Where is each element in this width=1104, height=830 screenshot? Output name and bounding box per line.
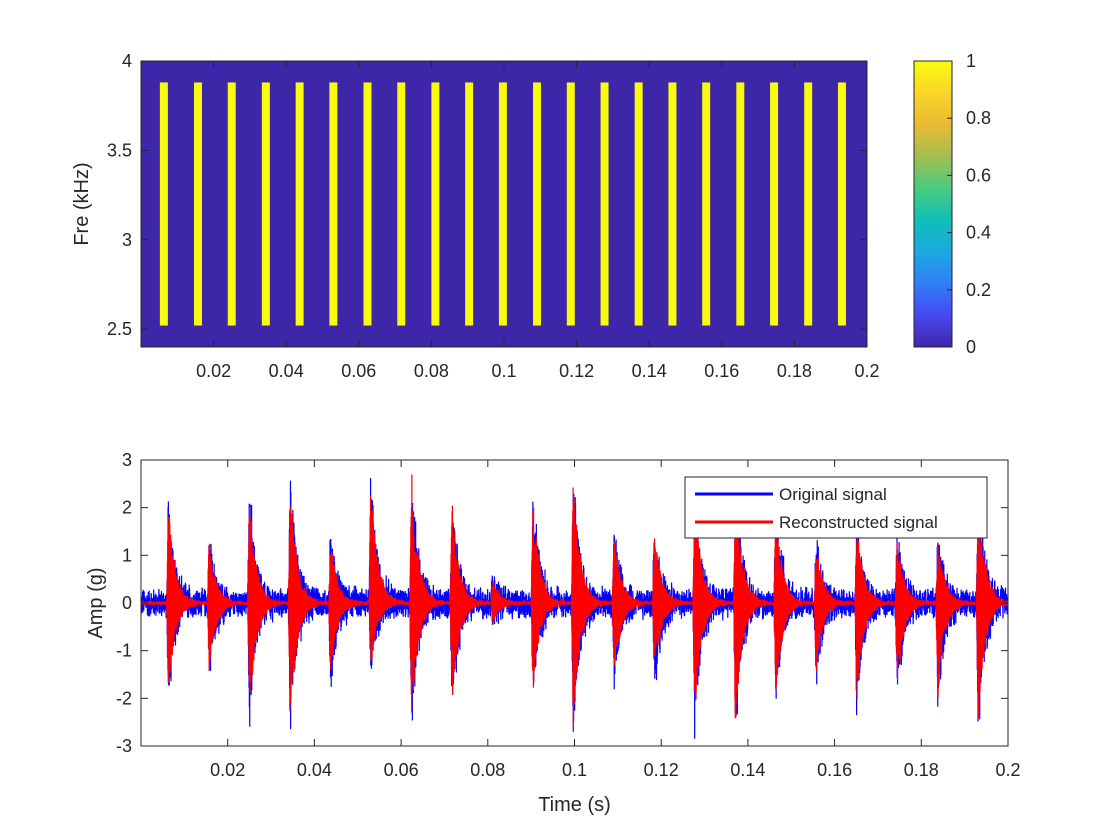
colorbar-tick-label: 0.4 — [966, 223, 991, 243]
heatmap-band — [227, 82, 236, 326]
y-tick-label: -2 — [116, 688, 132, 708]
x-tick-label: 0.14 — [730, 760, 765, 780]
x-tick-label: 0.06 — [341, 361, 376, 381]
x-tick-label: 0.04 — [269, 361, 304, 381]
y-tick-label: 4 — [122, 51, 132, 71]
legend: Original signal Reconstructed signal — [684, 476, 988, 539]
heatmap-band — [837, 82, 846, 326]
x-tick-label: 0.06 — [384, 760, 419, 780]
y-tick-label: 2 — [122, 498, 132, 518]
colorbar-gradient — [913, 60, 953, 348]
x-tick-label: 0.08 — [470, 760, 505, 780]
heatmap-band — [329, 82, 338, 326]
colorbar-tick-label: 0.6 — [966, 165, 991, 185]
x-tick-label: 0.12 — [559, 361, 594, 381]
y-tick-label: -1 — [116, 641, 132, 661]
y-tick-label: 0 — [122, 593, 132, 613]
y-tick-label: 3.5 — [107, 140, 132, 160]
x-tick-label: 0.04 — [297, 760, 332, 780]
heatmap-band — [634, 82, 643, 326]
heatmap-band — [804, 82, 813, 326]
x-tick-label: 0.18 — [777, 361, 812, 381]
heatmap-band — [465, 82, 474, 326]
x-tick-label: 0.16 — [817, 760, 852, 780]
signal-y-ticks: -3 -2 -1 0 1 2 3 — [116, 450, 1008, 756]
colorbar-tick-label: 0.2 — [966, 280, 991, 300]
colorbar-tick-label: 0 — [966, 337, 976, 357]
y-tick-label: 1 — [122, 545, 132, 565]
heatmap-y-ticks: 2.5 3 3.5 4 — [107, 51, 867, 339]
signal-x-axis-label: Time (s) — [538, 794, 611, 816]
heatmap-band — [431, 82, 440, 326]
x-tick-label: 0.02 — [196, 361, 231, 381]
x-tick-label: 0.12 — [644, 760, 679, 780]
legend-label-reconstructed: Reconstructed signal — [779, 513, 938, 532]
series-reconstructed-signal — [140, 474, 1009, 728]
heatmap-band — [363, 82, 372, 326]
heatmap-band — [566, 82, 575, 326]
heatmap-band — [261, 82, 270, 326]
heatmap-band — [295, 82, 304, 326]
colorbar-ticks: 0 0.2 0.4 0.6 0.8 1 — [947, 51, 991, 357]
colorbar: 0 0.2 0.4 0.6 0.8 1 — [913, 51, 991, 357]
y-tick-label: -3 — [116, 736, 132, 756]
heatmap-band — [600, 82, 609, 326]
heatmap-band — [159, 82, 168, 326]
y-tick-label: 3 — [122, 450, 132, 470]
heatmap-band — [397, 82, 406, 326]
heatmap-band — [498, 82, 507, 326]
heatmap-band — [770, 82, 779, 326]
heatmap-band — [702, 82, 711, 326]
heatmap-axes: 0.02 0.04 0.06 0.08 0.1 0.12 0.14 0.16 0.18 0.2 2… — [71, 51, 880, 381]
y-tick-label: 3 — [122, 230, 132, 250]
legend-label-original: Original signal — [779, 485, 887, 504]
signal-y-axis-label: Amp (g) — [85, 567, 107, 638]
y-tick-label: 2.5 — [107, 319, 132, 339]
colorbar-tick-label: 0.8 — [966, 108, 991, 128]
x-tick-label: 0.1 — [491, 361, 516, 381]
x-tick-label: 0.2 — [854, 361, 879, 381]
x-tick-label: 0.16 — [704, 361, 739, 381]
signal-x-ticks: 0.02 0.04 0.06 0.08 0.1 0.12 0.14 0.16 0.18 0.2 — [210, 460, 1021, 780]
x-tick-label: 0.14 — [632, 361, 667, 381]
x-tick-label: 0.1 — [562, 760, 587, 780]
heatmap-x-ticks: 0.02 0.04 0.06 0.08 0.1 0.12 0.14 0.16 0.18 0.2 — [196, 61, 880, 381]
x-tick-label: 0.2 — [995, 760, 1020, 780]
legend-box — [684, 476, 988, 539]
heatmap-band — [668, 82, 677, 326]
heatmap-y-axis-label: Fre (kHz) — [71, 162, 93, 245]
x-tick-label: 0.02 — [210, 760, 245, 780]
heatmap-band — [736, 82, 745, 326]
x-tick-label: 0.18 — [904, 760, 939, 780]
colorbar-tick-label: 1 — [966, 51, 976, 71]
heatmap-band — [193, 82, 202, 326]
heatmap-band — [533, 82, 542, 326]
heatmap-bands — [159, 82, 846, 326]
x-tick-label: 0.08 — [414, 361, 449, 381]
